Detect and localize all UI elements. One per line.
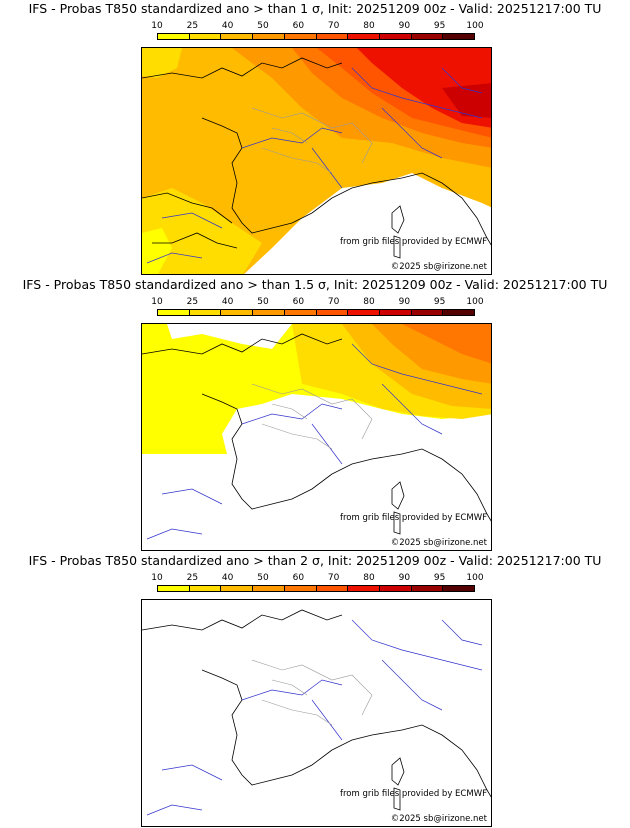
colorbar-swatch xyxy=(379,34,412,39)
colorbar-swatch xyxy=(316,586,349,591)
colorbar-tick-label: 25 xyxy=(186,21,199,31)
colorbar-swatch xyxy=(284,586,317,591)
colorbar-tick-label: 95 xyxy=(433,297,446,307)
colorbar-swatch xyxy=(316,310,349,315)
colorbar-swatch xyxy=(443,34,475,39)
map-panel-1-5sigma: IFS - Probas T850 standardized ano > tha… xyxy=(0,276,630,552)
colorbar-tick-label: 95 xyxy=(433,573,446,583)
colorbar-swatch xyxy=(253,310,285,315)
source-credit: from grib files provided by ECMWF xyxy=(340,513,487,523)
map-panel-1sigma: IFS - Probas T850 standardized ano > tha… xyxy=(0,0,630,276)
colorbar-tick-label: 50 xyxy=(257,297,269,307)
colorbar-tick-label: 70 xyxy=(327,573,340,583)
colorbar-tick-label: 40 xyxy=(221,21,234,31)
colorbar-swatch xyxy=(411,586,444,591)
colorbar-swatches xyxy=(157,33,475,40)
probability-map: from grib files provided by ECMWF ©2025 … xyxy=(141,47,492,275)
colorbar-tick-label: 50 xyxy=(257,21,269,31)
colorbar-tick-label: 10 xyxy=(151,573,163,583)
panel-title: IFS - Probas T850 standardized ano > tha… xyxy=(22,277,608,292)
colorbar-tick-label: 50 xyxy=(257,573,269,583)
colorbar-swatch xyxy=(253,586,285,591)
copyright-credit: ©2025 sb@irizone.net xyxy=(390,262,487,272)
colorbar-swatch xyxy=(158,586,190,591)
colorbar-swatch xyxy=(411,34,444,39)
colorbar-tick-label: 60 xyxy=(292,21,305,31)
probability-map: from grib files provided by ECMWF ©2025 … xyxy=(141,323,492,551)
colorbar-legend: 10 25 40 50 60 70 80 90 95 100 xyxy=(151,297,484,317)
source-credit: from grib files provided by ECMWF xyxy=(340,237,487,247)
colorbar-tick-label: 10 xyxy=(151,297,163,307)
colorbar-tick-label: 90 xyxy=(398,21,411,31)
colorbar-swatch xyxy=(379,586,412,591)
colorbar-tick-label: 60 xyxy=(292,297,305,307)
colorbar-tick-label: 80 xyxy=(363,21,375,31)
source-credit: from grib files provided by ECMWF xyxy=(340,789,487,799)
colorbar-tick-label: 95 xyxy=(433,21,446,31)
colorbar-swatch xyxy=(411,310,444,315)
colorbar-swatches xyxy=(157,309,475,316)
colorbar-tick-label: 100 xyxy=(466,573,484,583)
colorbar-tick-label: 40 xyxy=(221,573,234,583)
colorbar-swatch xyxy=(221,586,254,591)
colorbar-tick-label: 90 xyxy=(398,573,411,583)
colorbar-swatch xyxy=(158,34,190,39)
colorbar-swatch xyxy=(284,310,317,315)
colorbar-tick-label: 60 xyxy=(292,573,305,583)
colorbar-swatch xyxy=(348,310,380,315)
colorbar-tick-label: 40 xyxy=(221,297,234,307)
colorbar-swatch xyxy=(316,34,349,39)
colorbar-swatch xyxy=(443,310,475,315)
colorbar-tick-label: 70 xyxy=(327,297,340,307)
colorbar-legend: 10 25 40 50 60 70 80 90 95 100 xyxy=(151,21,484,41)
colorbar-swatch xyxy=(158,310,190,315)
panel-title: IFS - Probas T850 standardized ano > tha… xyxy=(28,553,602,568)
colorbar-tick-label: 100 xyxy=(466,297,484,307)
colorbar-swatch xyxy=(284,34,317,39)
colorbar-legend: 10 25 40 50 60 70 80 90 95 100 xyxy=(151,573,484,593)
map-canvas xyxy=(142,48,491,274)
colorbar-swatch xyxy=(253,34,285,39)
colorbar-swatches xyxy=(157,585,475,592)
colorbar-swatch xyxy=(189,586,222,591)
colorbar-tick-label: 25 xyxy=(186,297,199,307)
map-panel-2sigma: IFS - Probas T850 standardized ano > tha… xyxy=(0,552,630,828)
colorbar-swatch xyxy=(221,34,254,39)
copyright-credit: ©2025 sb@irizone.net xyxy=(390,814,487,824)
map-canvas xyxy=(142,324,491,550)
panel-title: IFS - Probas T850 standardized ano > tha… xyxy=(28,1,602,16)
colorbar-swatch xyxy=(189,310,222,315)
colorbar-swatch xyxy=(379,310,412,315)
colorbar-tick-label: 80 xyxy=(363,573,375,583)
probability-map: from grib files provided by ECMWF ©2025 … xyxy=(141,599,492,827)
colorbar-swatch xyxy=(348,586,380,591)
colorbar-tick-label: 10 xyxy=(151,21,163,31)
map-canvas xyxy=(142,600,491,826)
colorbar-swatch xyxy=(443,586,475,591)
colorbar-tick-label: 100 xyxy=(466,21,484,31)
colorbar-tick-label: 70 xyxy=(327,21,340,31)
colorbar-swatch xyxy=(348,34,380,39)
colorbar-tick-label: 90 xyxy=(398,297,411,307)
colorbar-tick-label: 25 xyxy=(186,573,199,583)
copyright-credit: ©2025 sb@irizone.net xyxy=(390,538,487,548)
colorbar-tick-label: 80 xyxy=(363,297,375,307)
colorbar-swatch xyxy=(221,310,254,315)
colorbar-swatch xyxy=(189,34,222,39)
